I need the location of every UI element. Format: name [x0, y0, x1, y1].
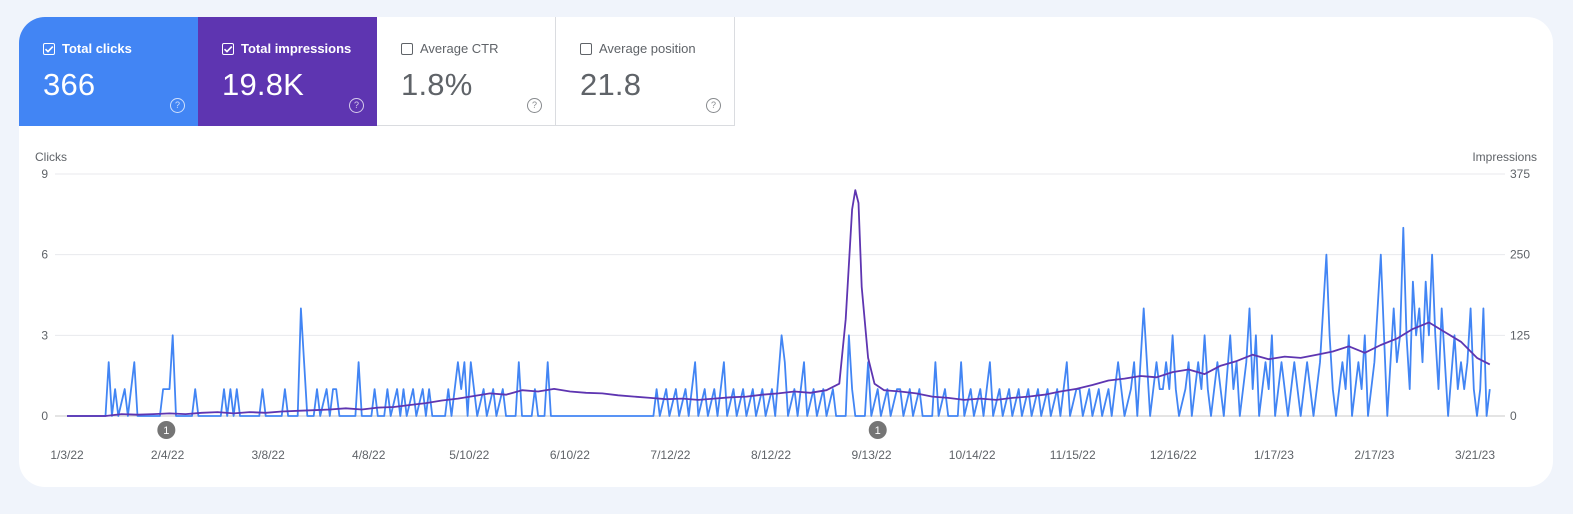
help-icon[interactable]: ? — [527, 98, 542, 113]
help-icon[interactable]: ? — [170, 98, 185, 113]
metric-total-impressions[interactable]: Total impressions 19.8K ? — [198, 17, 377, 126]
metric-value: 19.8K — [222, 67, 305, 102]
x-axis-tick-label: 3/8/22 — [251, 448, 285, 462]
x-axis-tick-label: 1/3/22 — [50, 448, 84, 462]
metric-total-clicks[interactable]: Total clicks 366 ? — [19, 17, 198, 126]
left-axis-tick-label: 3 — [41, 328, 48, 342]
x-axis-tick-label: 4/8/22 — [352, 448, 386, 462]
metric-label: Total impressions — [241, 41, 352, 56]
x-axis-tick-label: 5/10/22 — [449, 448, 489, 462]
x-axis-tick-label: 2/17/23 — [1354, 448, 1394, 462]
metric-label: Average CTR — [420, 41, 499, 56]
x-axis-tick-label: 9/13/22 — [852, 448, 892, 462]
x-axis-tick-label: 2/4/22 — [151, 448, 185, 462]
annotation-marker-label: 1 — [163, 425, 169, 437]
x-axis-tick-label: 3/21/23 — [1455, 448, 1495, 462]
right-axis-tick-label: 375 — [1510, 167, 1530, 181]
metric-header: Total clicks — [43, 41, 132, 56]
annotation-marker — [868, 421, 887, 439]
series-line-clicks — [67, 226, 1491, 417]
checkbox-checked-icon[interactable] — [222, 42, 234, 55]
checkbox-checked-icon[interactable] — [43, 42, 55, 55]
metric-header: Average position — [580, 41, 696, 56]
x-axis-tick-label: 1/17/23 — [1254, 448, 1294, 462]
annotation-marker — [157, 421, 176, 439]
left-axis-tick-label: 0 — [41, 409, 48, 423]
help-icon[interactable]: ? — [349, 98, 364, 113]
x-axis-tick-label: 10/14/22 — [949, 448, 996, 462]
metric-header: Total impressions — [222, 41, 351, 56]
checkbox-unchecked-icon[interactable] — [580, 42, 592, 55]
x-axis-tick-label: 11/15/22 — [1050, 448, 1096, 462]
annotation-marker-label: 1 — [875, 425, 881, 437]
right-axis-label: Impressions — [1472, 150, 1537, 164]
help-icon[interactable]: ? — [706, 98, 721, 113]
performance-card: Total clicks 366 ? Total impressions 19.… — [19, 17, 1553, 487]
right-axis-tick-label: 0 — [1510, 409, 1517, 423]
metric-average-position[interactable]: Average position 21.8 ? — [556, 17, 735, 126]
left-axis-label: Clicks — [35, 150, 67, 164]
left-axis-tick-label: 6 — [41, 248, 48, 262]
metric-value: 21.8 — [580, 67, 642, 102]
checkbox-unchecked-icon[interactable] — [401, 42, 413, 55]
metric-header: Average CTR — [401, 41, 499, 56]
metric-value: 1.8% — [401, 67, 473, 102]
series-line-impressions — [67, 189, 1491, 417]
metric-tabs: Total clicks 366 ? Total impressions 19.… — [19, 17, 735, 126]
right-axis-tick-label: 250 — [1510, 248, 1530, 262]
x-axis-tick-label: 7/12/22 — [650, 448, 690, 462]
metric-label: Average position — [599, 41, 696, 56]
right-axis-tick-label: 125 — [1510, 328, 1530, 342]
x-axis-tick-label: 8/12/22 — [751, 448, 791, 462]
metric-label: Total clicks — [62, 41, 132, 56]
x-axis-tick-label: 6/10/22 — [550, 448, 590, 462]
left-axis-tick-label: 9 — [41, 167, 48, 181]
metric-average-ctr[interactable]: Average CTR 1.8% ? — [377, 17, 556, 126]
metric-value: 366 — [43, 67, 96, 102]
x-axis-tick-label: 12/16/22 — [1150, 448, 1197, 462]
